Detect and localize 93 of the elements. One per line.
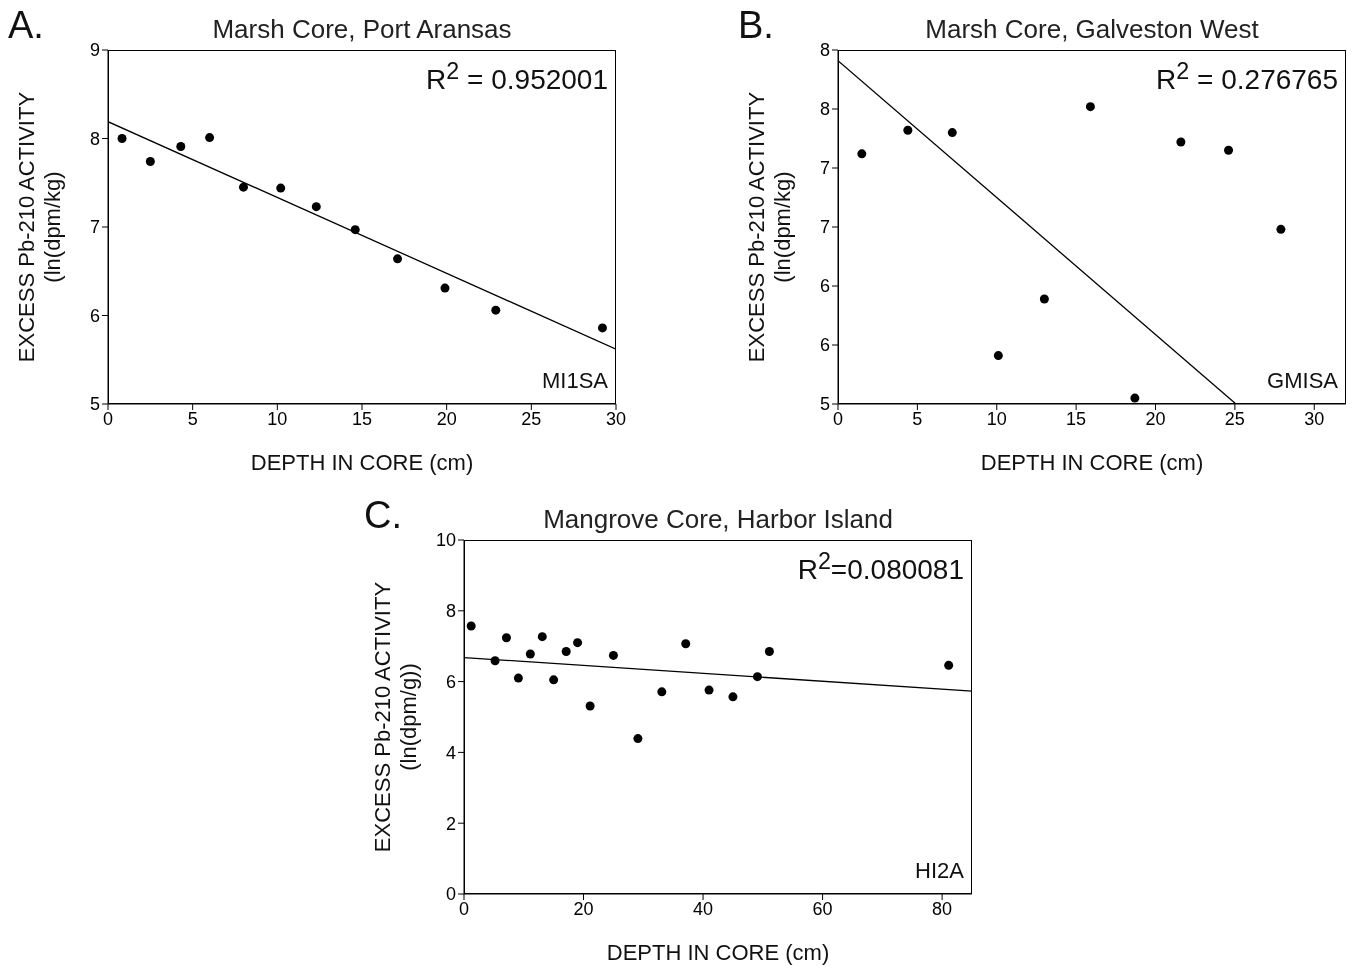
chart-title: Marsh Core, Galveston West [924, 14, 1260, 45]
text: B. [738, 4, 774, 47]
y-tick-label: 8 [819, 99, 830, 120]
point [947, 128, 957, 138]
point [513, 673, 523, 683]
point [491, 305, 501, 315]
y-tick-label: 6 [89, 305, 100, 326]
point [633, 734, 643, 744]
annotation: R$^{2}$=0.080081 [797, 548, 964, 587]
x-tick-label: 5 [912, 408, 923, 429]
x-tick-label: 30 [605, 408, 627, 429]
point [728, 692, 738, 702]
point [311, 202, 321, 212]
point [608, 650, 618, 660]
point [276, 183, 286, 193]
x-tick-label: 30 [1304, 408, 1325, 429]
text: C. [364, 494, 402, 537]
y-tick-label: 0 [445, 884, 456, 905]
y-axis-title: EXCESS Pb-210 ACTIVITY (ln(dpm/kg) [744, 90, 796, 365]
point [440, 283, 450, 293]
x-tick-label: 20 [436, 408, 457, 429]
point [1276, 224, 1286, 234]
x-tick-label: 0 [458, 898, 470, 919]
x-axis-title: DEPTH IN CORE (cm) [979, 450, 1205, 476]
y-tick-label: 10 [435, 530, 456, 551]
y-tick-label: 7 [819, 217, 830, 238]
x-tick-label: 0 [832, 408, 844, 429]
x-tick-label: 15 [351, 408, 373, 429]
x-tick-label: 40 [693, 898, 714, 919]
chart-title: Marsh Core, Port Aransas [211, 14, 513, 45]
point [944, 660, 954, 670]
point [657, 687, 667, 697]
y-tick-label: 6 [819, 335, 830, 356]
y-tick-label: 4 [445, 742, 456, 763]
point [993, 351, 1003, 361]
point [573, 638, 583, 648]
x-tick-label: 0 [102, 408, 114, 429]
point [549, 675, 559, 685]
y-tick-label: 8 [89, 128, 100, 149]
point [561, 647, 571, 657]
y-tick-label: 6 [445, 671, 456, 692]
y-tick-label: 8 [819, 40, 830, 61]
x-axis-title: DEPTH IN CORE (cm) [249, 450, 475, 476]
y-axis-title: EXCESS Pb-210 ACTIVITY (ln(dpm/kg) [14, 90, 66, 365]
x-axis-title: DEPTH IN CORE (cm) [605, 940, 831, 966]
annotation: HI2A [915, 858, 964, 884]
point [597, 323, 607, 333]
annotation: R$^{2}$ = 0.276765 [1156, 58, 1338, 97]
point [117, 134, 127, 143]
x-tick-label: 15 [1066, 408, 1087, 429]
x-tick-label: 10 [267, 408, 288, 429]
y-tick-label: 8 [445, 601, 456, 622]
point [466, 621, 476, 631]
point [205, 133, 215, 143]
point [393, 254, 403, 264]
x-tick-label: 10 [986, 408, 1007, 429]
y-tick-label: 6 [819, 276, 830, 297]
text: A. [8, 4, 44, 47]
point [903, 125, 913, 135]
point [857, 149, 867, 159]
point [1224, 145, 1234, 155]
point [238, 182, 248, 192]
chart-title: Mangrove Core, Harbor Island [542, 504, 894, 535]
x-tick-label: 60 [812, 898, 833, 919]
point [537, 632, 547, 642]
point [1085, 102, 1095, 112]
point [525, 649, 535, 659]
y-tick-label: 5 [89, 394, 100, 415]
y-tick-label: 2 [445, 813, 456, 834]
point [585, 701, 595, 711]
y-tick-label: 9 [89, 40, 100, 61]
annotation: GMISA [1267, 368, 1338, 394]
x-tick-label: 5 [187, 408, 198, 429]
x-tick-label: 25 [1224, 408, 1245, 429]
point [145, 157, 155, 167]
y-tick-label: 7 [819, 158, 830, 179]
point [704, 685, 714, 695]
y-tick-label: 5 [819, 394, 830, 415]
annotation: MI1SA [541, 368, 608, 394]
x-tick-label: 20 [1145, 408, 1166, 429]
y-axis-title: EXCESS Pb-210 ACTIVITY (ln(dpm/g)) [370, 580, 422, 855]
point [501, 633, 511, 643]
point [1039, 294, 1049, 304]
x-tick-label: 80 [932, 898, 953, 919]
y-tick-label: 7 [89, 217, 100, 238]
point [176, 141, 186, 151]
point [1130, 393, 1140, 403]
x-tick-label: 20 [573, 898, 594, 919]
point [1176, 137, 1186, 147]
x-tick-label: 25 [521, 408, 542, 429]
point [681, 639, 691, 649]
point [764, 647, 774, 657]
annotation: R$^{2}$ = 0.952001 [426, 58, 608, 97]
